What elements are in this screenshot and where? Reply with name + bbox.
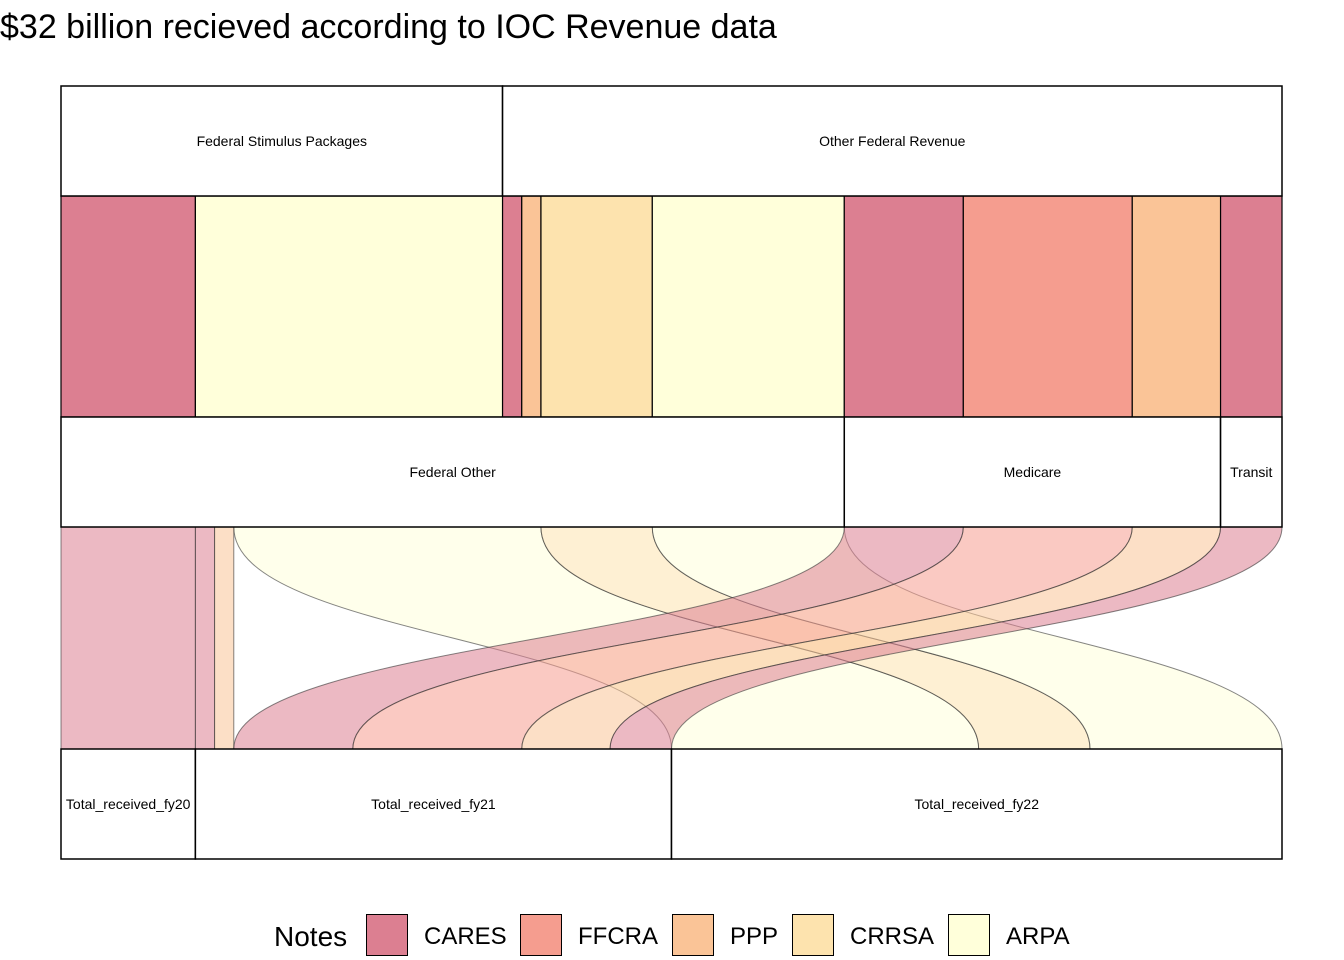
flow-ribbons (60, 526, 1283, 750)
legend-label-arpa: ARPA (1006, 923, 1070, 950)
stratum-label-total-received-fy20: Total_received_fy20 (66, 796, 191, 812)
stratum-box-medicare (843, 416, 1222, 528)
stratum-label-transit: Transit (1230, 464, 1272, 480)
legend-label-ffcra: FFCRA (578, 923, 658, 950)
alluvial-chart: Federal Stimulus Packages Other Federal R… (60, 85, 1283, 860)
stratum-box-federal-other (60, 416, 846, 528)
legend-swatch-crrsa (792, 914, 834, 956)
stratum-box-other-federal-revenue (501, 85, 1283, 197)
flow-bar-cares (60, 195, 196, 418)
legend-swatch-arpa (948, 914, 990, 956)
legend-label-crrsa: CRRSA (850, 923, 935, 950)
stratum-label-total-received-fy22: Total_received_fy22 (914, 796, 1039, 812)
flow-bar-ppp (521, 195, 542, 418)
stratum-box-transit (1219, 416, 1283, 528)
chart-title: $32 billion recieved according to IOC Re… (0, 8, 777, 46)
flow-bar-cares (1219, 195, 1283, 418)
legend: Notes CARES FFCRA PPP CRRSA ARPA (0, 913, 1344, 959)
legend-label-ppp: PPP (730, 923, 779, 950)
strata-boxes: Federal Stimulus Packages Other Federal R… (60, 85, 1283, 860)
stratum-label-total-received-fy21: Total_received_fy21 (371, 796, 496, 812)
stratum-box-total-received-fy20 (60, 748, 197, 860)
flow-ribbon-cares (194, 526, 216, 750)
stratum-box-total-received-fy21 (194, 748, 673, 860)
legend-swatch-cares (366, 914, 408, 956)
flow-bar-ppp (1131, 195, 1222, 418)
stratum-box-total-received-fy22 (670, 748, 1283, 860)
legend-title: Notes (274, 921, 348, 952)
flow-bar-cares (843, 195, 964, 418)
flow-bar-crrsa (540, 195, 653, 418)
stratum-label-medicare: Medicare (1004, 464, 1062, 480)
stratum-label-federal-stimulus-packages: Federal Stimulus Packages (197, 133, 367, 149)
flow-bar-arpa (194, 195, 504, 418)
flow-bar-cares (501, 195, 523, 418)
flow-bar-arpa (651, 195, 845, 418)
legend-swatch-ffcra (520, 914, 562, 956)
stratum-label-federal-other: Federal Other (409, 464, 496, 480)
stratum-label-other-federal-revenue: Other Federal Revenue (819, 133, 966, 149)
flow-bars (60, 195, 1283, 418)
stratum-box-federal-stimulus-packages (60, 85, 504, 197)
legend-label-cares: CARES (424, 923, 507, 950)
legend-swatch-ppp (672, 914, 714, 956)
flow-ribbon-cares (60, 526, 196, 750)
flow-ribbon-ppp (214, 526, 235, 750)
flow-bar-ffcra (962, 195, 1133, 418)
